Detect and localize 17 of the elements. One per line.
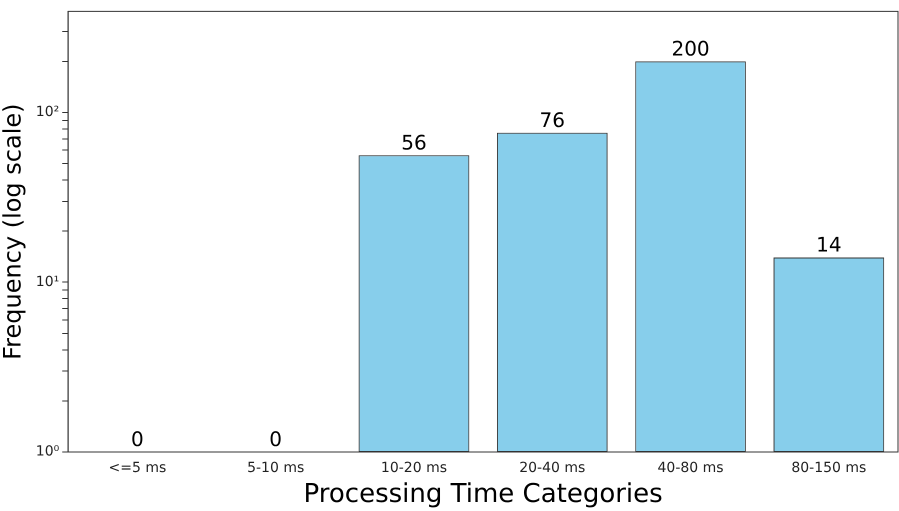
data-label: 14 [816, 232, 842, 257]
x-tick-label: 5-10 ms [247, 460, 304, 476]
x-tick-label: 10-20 ms [380, 460, 447, 476]
x-tick-label: 20-40 ms [519, 460, 586, 476]
text: 0 [131, 427, 144, 452]
x-axis-title: Processing Time Categories [304, 479, 663, 510]
x-tick-label: 80-150 ms [791, 460, 866, 476]
data-label: 200 [671, 36, 710, 61]
data-label: 56 [401, 130, 427, 154]
y-tick-label: 10² [36, 104, 60, 120]
y-axis-title: Frequency (log scale) [0, 103, 27, 360]
text: 0 [269, 427, 282, 452]
y-tick-label: 10⁰ [36, 444, 60, 460]
x-tick-label: 40-80 ms [658, 460, 724, 476]
x-tick-label: <=5 ms [108, 460, 166, 476]
y-tick-label: 10¹ [36, 274, 60, 290]
data-label: 76 [540, 108, 565, 132]
